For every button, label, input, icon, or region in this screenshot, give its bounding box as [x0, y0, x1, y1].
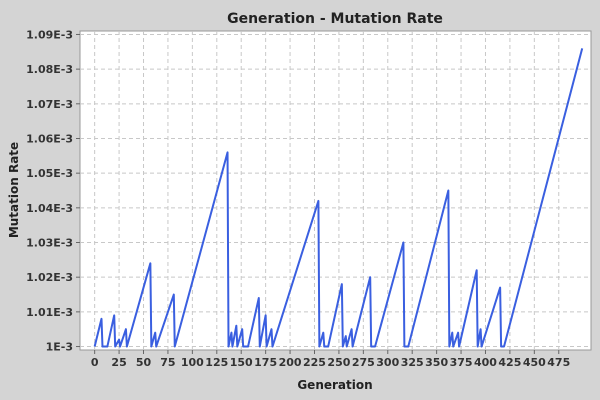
y-tick-label: 1.06E-3 [26, 132, 73, 145]
x-tick-label: 225 [303, 356, 326, 369]
x-tick-label: 300 [376, 356, 399, 369]
y-tick-label: 1.05E-3 [26, 167, 73, 180]
x-tick-label: 425 [498, 356, 521, 369]
y-tick-label: 1.01E-3 [26, 306, 73, 319]
chart-title: Generation - Mutation Rate [227, 11, 443, 27]
y-tick-label: 1E-3 [46, 341, 73, 354]
x-tick-label: 50 [136, 356, 152, 369]
x-tick-label: 375 [450, 356, 473, 369]
x-tick-label: 25 [111, 356, 126, 369]
x-tick-label: 275 [352, 356, 375, 369]
x-axis-ticks: 0 25 50 75 100 125 150 175 200 225 250 275 300 325 350… [91, 350, 570, 369]
x-tick-label: 200 [279, 356, 302, 369]
x-tick-label: 250 [327, 356, 350, 369]
x-tick-label: 400 [474, 356, 497, 369]
y-axis-ticks: 1E-3 1.01E-3 1.02E-3 1.03E-3 1.04E-3 1.05E-3 1… [26, 28, 80, 354]
series-layer [93, 48, 584, 348]
x-tick-label: 125 [205, 356, 228, 369]
x-tick-label: 325 [401, 356, 424, 369]
x-tick-label: 0 [91, 356, 99, 369]
x-tick-label: 175 [254, 356, 277, 369]
x-tick-label: 150 [230, 356, 253, 369]
x-tick-label: 450 [523, 356, 546, 369]
y-axis-label: Mutation Rate [7, 142, 21, 238]
x-tick-label: 350 [425, 356, 448, 369]
x-tick-label: 475 [547, 356, 570, 369]
y-tick-label: 1.04E-3 [26, 202, 73, 215]
y-tick-label: 1.09E-3 [26, 28, 73, 41]
x-tick-label: 75 [160, 356, 175, 369]
y-tick-label: 1.03E-3 [26, 237, 73, 250]
series-line [93, 48, 584, 348]
plot-area [79, 30, 592, 351]
y-tick-label: 1.08E-3 [26, 63, 73, 76]
x-axis-label: Generation [297, 378, 372, 392]
x-tick-label: 100 [181, 356, 204, 369]
y-tick-label: 1.02E-3 [26, 271, 73, 284]
y-tick-label: 1.07E-3 [26, 98, 73, 111]
